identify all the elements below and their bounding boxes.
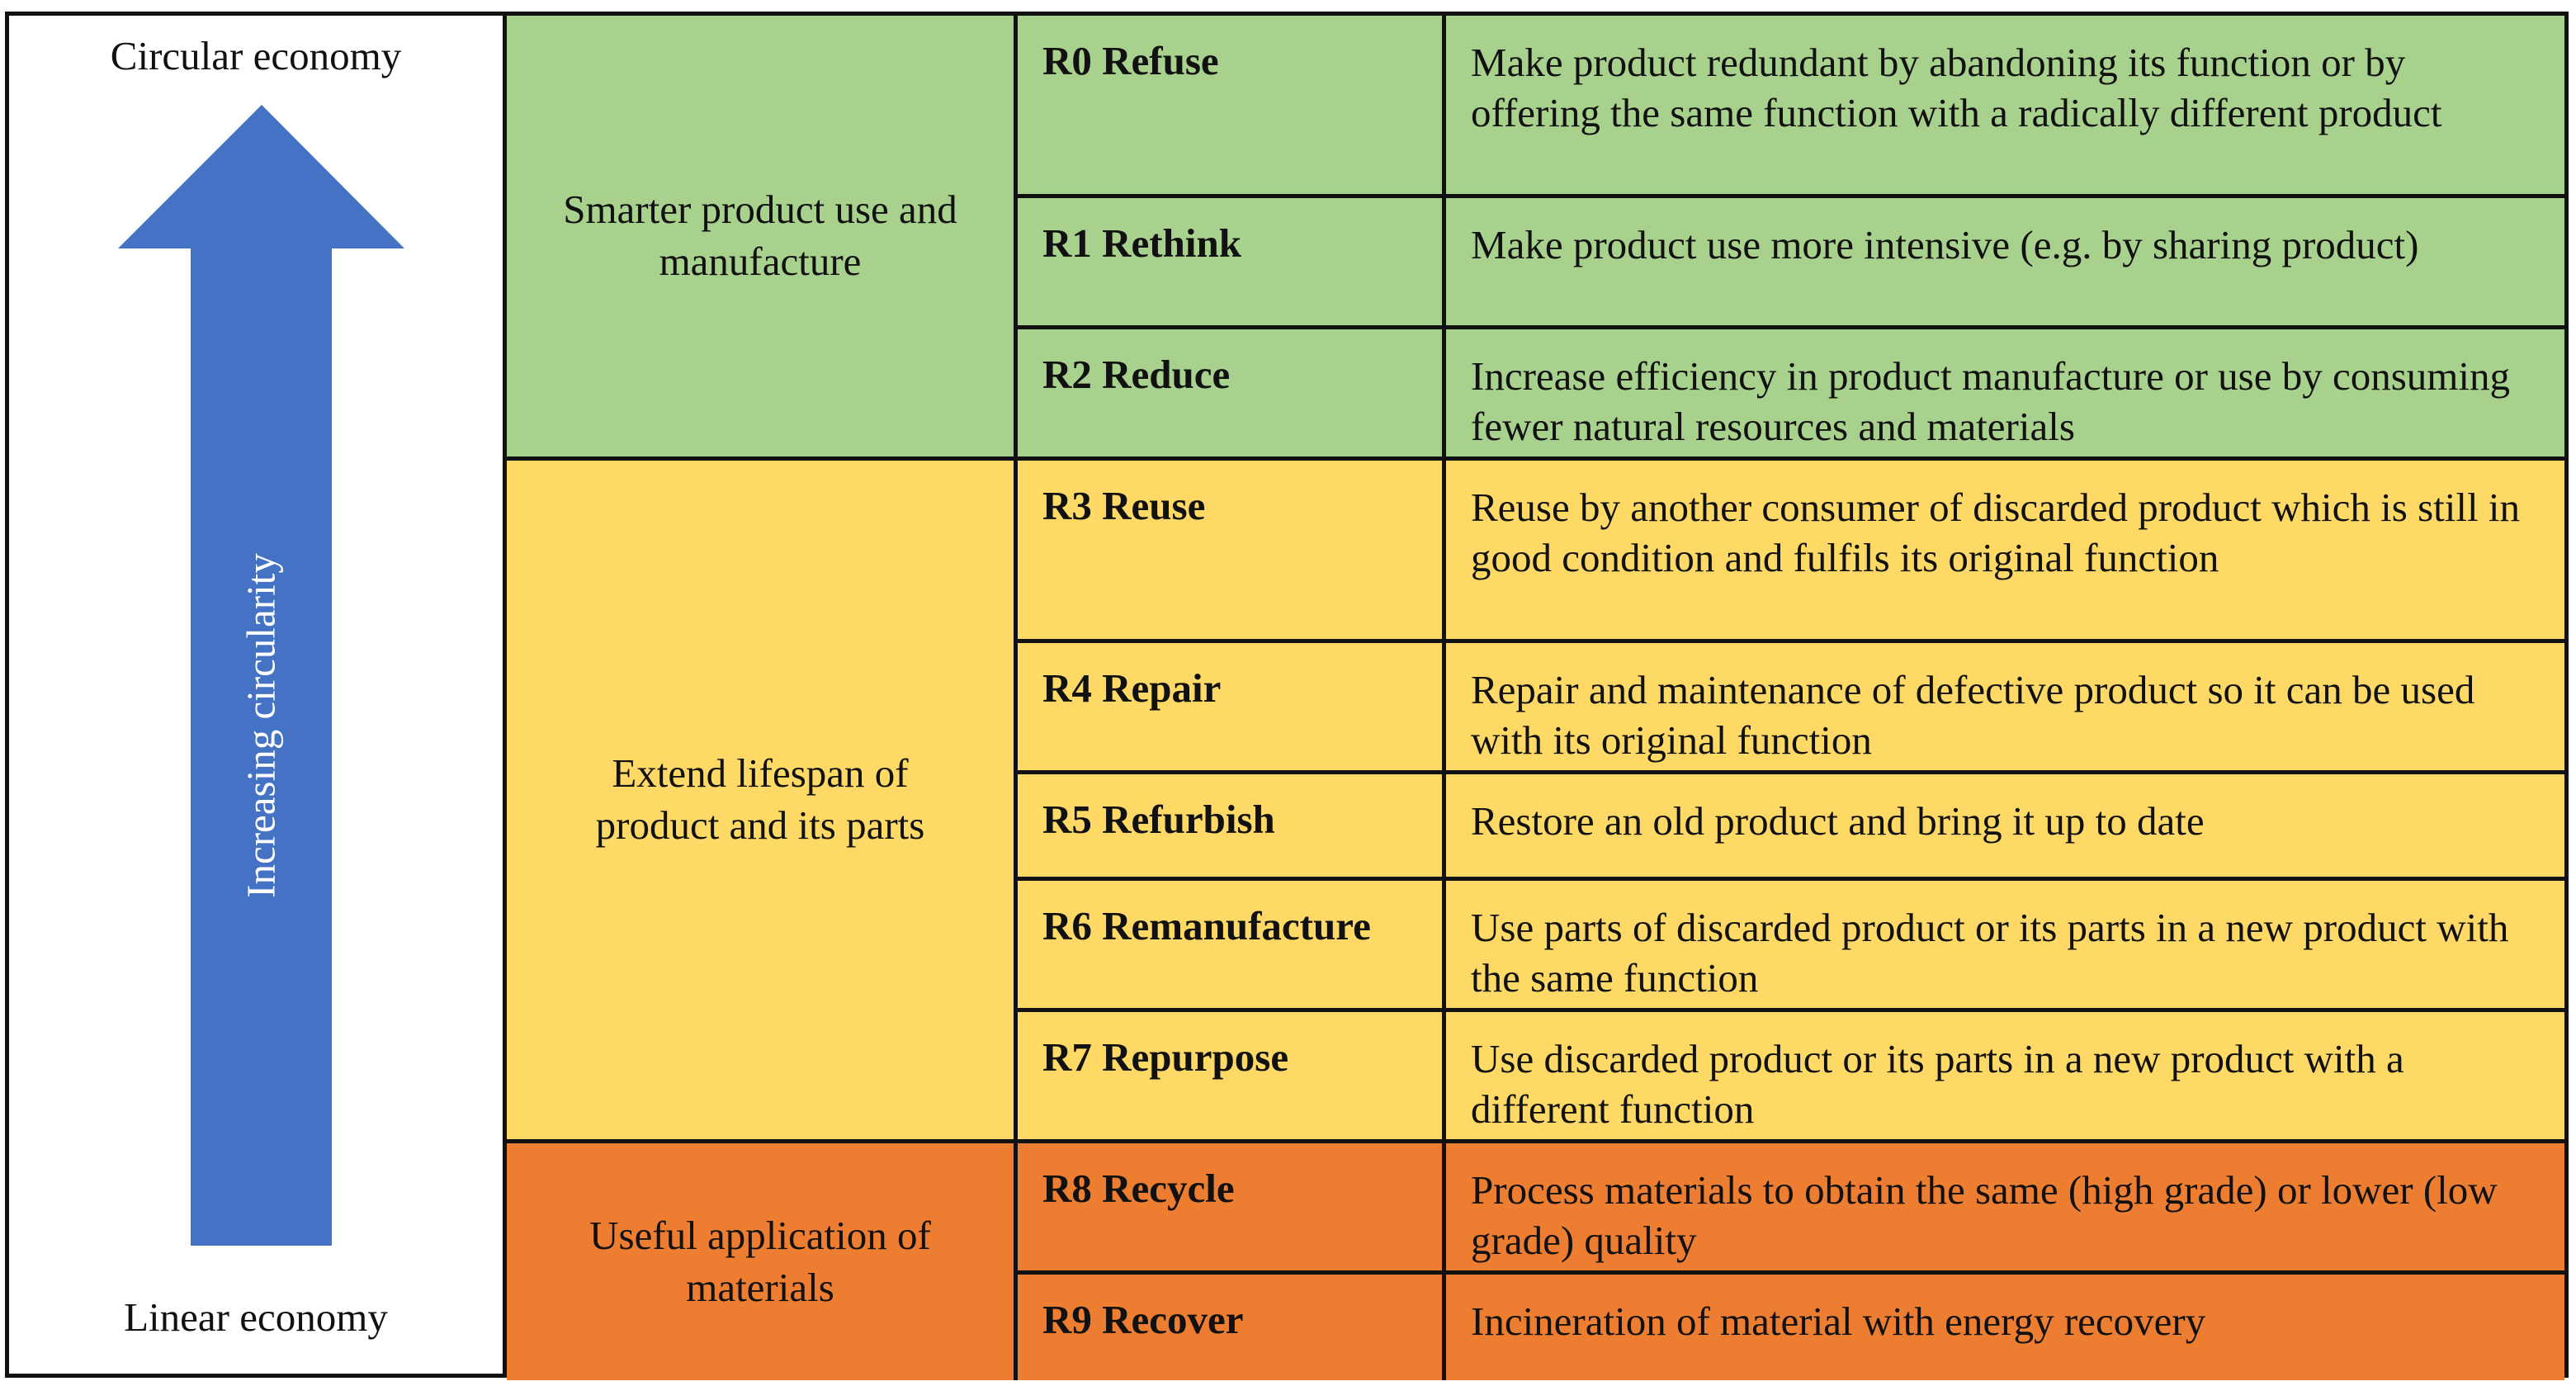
strategy-code-r5: R5 Refurbish <box>1018 774 1446 881</box>
strategy-description-r8: Process materials to obtain the same (hi… <box>1446 1143 2564 1275</box>
group-useful-application: Useful application of materials <box>507 1143 1018 1380</box>
strategy-code-r6: R6 Remanufacture <box>1018 881 1446 1012</box>
strategy-description-r9: Incineration of material with energy rec… <box>1446 1275 2564 1380</box>
strategy-description-r1: Make product use more intensive (e.g. by… <box>1446 198 2564 329</box>
group-label: Useful application of materials <box>589 1212 931 1310</box>
circularity-axis-panel: Circular economy Increasing circularity … <box>9 16 507 1374</box>
strategy-description-r3: Reuse by another consumer of discarded p… <box>1446 461 2564 643</box>
strategy-description-r6: Use parts of discarded product or its pa… <box>1446 881 2564 1012</box>
linear-economy-label: Linear economy <box>124 1294 388 1340</box>
up-arrow-icon <box>118 105 404 1246</box>
strategy-code-r2: R2 Reduce <box>1018 329 1446 461</box>
strategy-description-r0: Make product redundant by abandoning its… <box>1446 16 2564 198</box>
group-label: Smarter product use and manufacture <box>563 187 957 284</box>
strategy-description-r7: Use discarded product or its parts in a … <box>1446 1012 2564 1143</box>
strategy-code-r0: R0 Refuse <box>1018 16 1446 198</box>
increasing-circularity-label: Increasing circularity <box>238 553 284 898</box>
strategy-description-r2: Increase efficiency in product manufactu… <box>1446 329 2564 461</box>
strategy-description-r5: Restore an old product and bring it up t… <box>1446 774 2564 881</box>
strategy-description-r4: Repair and maintenance of defective prod… <box>1446 643 2564 774</box>
strategy-code-r7: R7 Repurpose <box>1018 1012 1446 1143</box>
r-strategies-diagram: Circular economy Increasing circularity … <box>5 12 2569 1380</box>
group-label: Extend lifespan of product and its parts <box>595 750 925 848</box>
circular-economy-label: Circular economy <box>110 33 402 78</box>
group-smarter-use: Smarter product use and manufacture <box>507 16 1018 461</box>
strategy-code-r9: R9 Recover <box>1018 1275 1446 1380</box>
strategies-table: Smarter product use and manufacture Exte… <box>507 16 2564 1380</box>
strategy-code-r4: R4 Repair <box>1018 643 1446 774</box>
circularity-arrow <box>118 105 404 1246</box>
group-extend-lifespan: Extend lifespan of product and its parts <box>507 461 1018 1143</box>
strategy-code-r8: R8 Recycle <box>1018 1143 1446 1275</box>
strategy-code-r3: R3 Reuse <box>1018 461 1446 643</box>
strategy-code-r1: R1 Rethink <box>1018 198 1446 329</box>
